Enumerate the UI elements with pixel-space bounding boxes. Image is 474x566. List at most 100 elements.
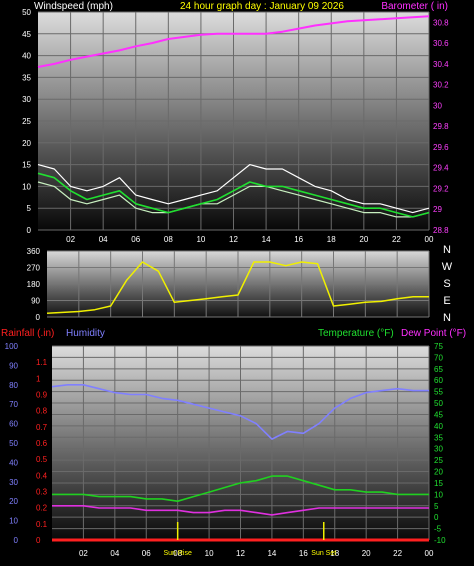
wind-x-tick-label: 22 [392,235,401,244]
barometer-tick-label: 29.2 [433,184,449,193]
temperature-tick-label: 40 [434,422,443,431]
temperature-tick-label: -5 [434,525,442,534]
wind-avg-line [37,181,430,218]
wind-tick-label: 30 [22,95,31,104]
panel1-right-title: Barometer ( in) [381,1,448,12]
temperature-line [52,475,429,503]
temperature-tick-label: 15 [434,479,443,488]
temp-x-tick-label: 18 [330,549,339,558]
temp-x-tick-label: 22 [393,549,402,558]
barometer-axis-ticks: 28.8 29 29.2 29.4 29.6 29.8 30 30.2 30.4 30.6 30.8 [433,18,449,235]
temp-x-ticks: 02 04 06 08 10 12 14 16 18 20 22 00 [79,549,434,558]
dewpoint-title: Dew Point (°F) [401,328,466,339]
humidity-tick-label: 90 [9,361,18,370]
temperature-tick-label: 10 [434,490,443,499]
rainfall-tick-label: 0.2 [36,504,48,513]
temp-x-tick-label: 10 [205,549,214,558]
wind-tick-label: 45 [22,30,31,39]
temperature-tick-label: 20 [434,468,443,477]
wind-x-tick-label: 04 [99,235,108,244]
panel1-center-title: 24 hour graph day : January 09 2026 [180,1,344,12]
temp-series [51,383,429,542]
barometer-tick-label: 28.8 [433,226,449,235]
winddir-tick-label: 360 [27,247,41,256]
rainfall-tick-label: 0.5 [36,455,48,464]
temp-x-tick-label: 16 [299,549,308,558]
rainfall-tick-label: 0.1 [36,520,48,529]
rainfall-tick-label: 0 [36,536,41,545]
temp-grid [52,345,430,541]
humidity-title: Humidity [66,328,105,339]
rainfall-tick-label: 0.4 [36,471,48,480]
rainfall-tick-label: 0.6 [36,439,48,448]
temperature-tick-label: 60 [434,376,443,385]
temperature-title: Temperature (°F) [318,328,394,339]
wind-series [37,15,430,218]
rainfall-tick-label: 0.9 [36,391,48,400]
barometer-tick-label: 29 [433,205,442,214]
temp-x-tick-label: 02 [79,549,88,558]
winddir-tick-label: 270 [27,264,41,273]
humidity-tick-label: 20 [9,497,18,506]
rainfall-tick-label: 1.1 [36,358,48,367]
sun-markers: Sun Rise Sun Set [163,522,336,557]
wind-x-tick-label: 14 [262,235,271,244]
temp-x-tick-label: 08 [173,549,182,558]
wind-x-tick-label: 20 [359,235,368,244]
rainfall-tick-label: 0.7 [36,423,48,432]
humidity-tick-label: 60 [9,420,18,429]
compass-label: N [443,244,451,256]
barometer-line [37,15,430,68]
winddir-tick-label: 180 [27,280,41,289]
compass-label: W [442,261,453,273]
wind-tick-label: 5 [27,204,32,213]
humidity-tick-label: 10 [9,517,18,526]
wind-tick-label: 35 [22,73,31,82]
barometer-tick-label: 30.4 [433,60,449,69]
barometer-tick-label: 29.8 [433,122,449,131]
compass-label: S [443,278,450,290]
rainfall-title: Rainfall (.in) [1,328,54,339]
barometer-tick-label: 30 [433,101,442,110]
winddir-series [46,261,429,315]
sun-marker-label: Sun Set [311,550,336,557]
temperature-tick-label: 25 [434,456,443,465]
humidity-tick-label: 0 [14,536,19,545]
wind-gust-line [37,164,430,214]
rainfall-tick-label: 1 [36,374,41,383]
temperature-tick-label: 55 [434,388,443,397]
temp-x-tick-label: 20 [362,549,371,558]
temperature-tick-label: 45 [434,410,443,419]
humidity-line [51,383,429,440]
rainfall-tick-label: 0.8 [36,407,48,416]
temperature-tick-label: 30 [434,445,443,454]
temp-x-tick-label: 06 [142,549,151,558]
winddir-line [46,261,429,315]
temp-x-tick-label: 14 [267,549,276,558]
wind-trend-line [37,172,430,218]
winddir-tick-label: 90 [31,297,40,306]
temperature-tick-label: 35 [434,433,443,442]
temperature-axis-ticks: -10 -5 0 5 10 15 20 25 30 35 40 45 50 55 60 65 70 75 [434,342,446,545]
temperature-tick-label: 75 [434,342,443,351]
wind-tick-label: 15 [22,161,31,170]
wind-tick-label: 0 [27,226,32,235]
compass-label: E [443,295,450,307]
wind-tick-label: 25 [22,117,31,126]
wind-x-tick-label: 18 [327,235,336,244]
temperature-tick-label: 65 [434,365,443,374]
humidity-tick-label: 70 [9,400,18,409]
rainfall-axis-ticks: 0 0.1 0.2 0.3 0.4 0.5 0.6 0.7 0.8 0.9 1 1.1 [36,358,48,545]
temperature-tick-label: 70 [434,353,443,362]
sun-marker-label: Sun Rise [163,550,192,557]
temp-x-tick-label: 04 [110,549,119,558]
wind-x-tick-label: 02 [66,235,75,244]
wind-x-tick-label: 06 [131,235,140,244]
humidity-tick-label: 100 [5,342,19,351]
winddir-axis-ticks: 360 270 180 90 0 [27,247,41,322]
winddir-tick-label: 0 [36,313,41,322]
temperature-tick-label: -10 [434,536,446,545]
wind-tick-label: 20 [22,139,31,148]
